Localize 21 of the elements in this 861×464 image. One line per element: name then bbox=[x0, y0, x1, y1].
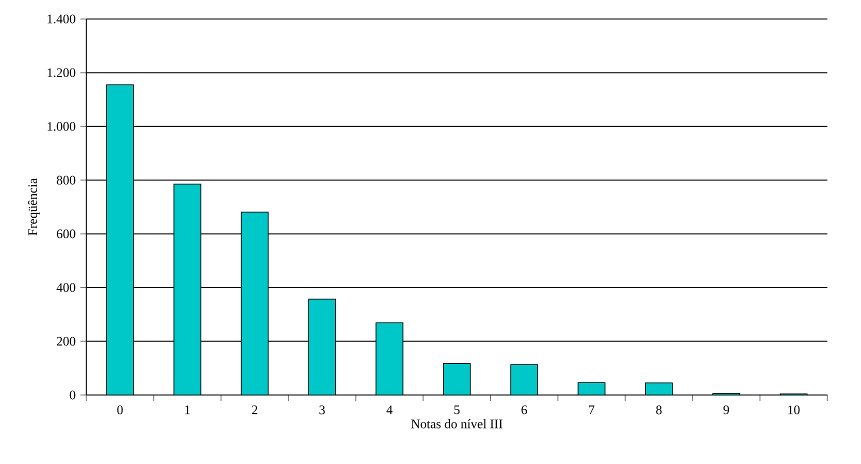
y-tick-label: 800 bbox=[56, 176, 76, 185]
x-tick-label: 7 bbox=[589, 406, 594, 414]
y-tick-label: 0 bbox=[70, 390, 76, 400]
y-tick-label: 200 bbox=[56, 336, 76, 346]
x-tick-label: 6 bbox=[522, 406, 528, 414]
x-tick-label: 9 bbox=[723, 406, 729, 414]
x-tick-label: 0 bbox=[117, 406, 123, 414]
y-tick-label: 1.400 bbox=[48, 14, 76, 24]
x-axis-title: Notas do nível III bbox=[411, 419, 502, 428]
x-tick-label: 10 bbox=[788, 406, 800, 414]
x-tick-label: 2 bbox=[252, 406, 258, 414]
y-tick-label: 400 bbox=[56, 283, 76, 292]
x-tick-label: 4 bbox=[386, 406, 393, 414]
x-tick-label: 8 bbox=[656, 406, 662, 414]
y-axis-title: Freqüência bbox=[28, 178, 40, 236]
y-tick-label: 1.000 bbox=[48, 122, 76, 131]
x-tick-label: 1 bbox=[185, 406, 190, 414]
y-tick-label: 1.200 bbox=[48, 68, 76, 78]
x-tick-label: 3 bbox=[319, 406, 325, 414]
x-tick-label: 5 bbox=[454, 406, 460, 414]
y-tick-label: 600 bbox=[56, 229, 76, 238]
